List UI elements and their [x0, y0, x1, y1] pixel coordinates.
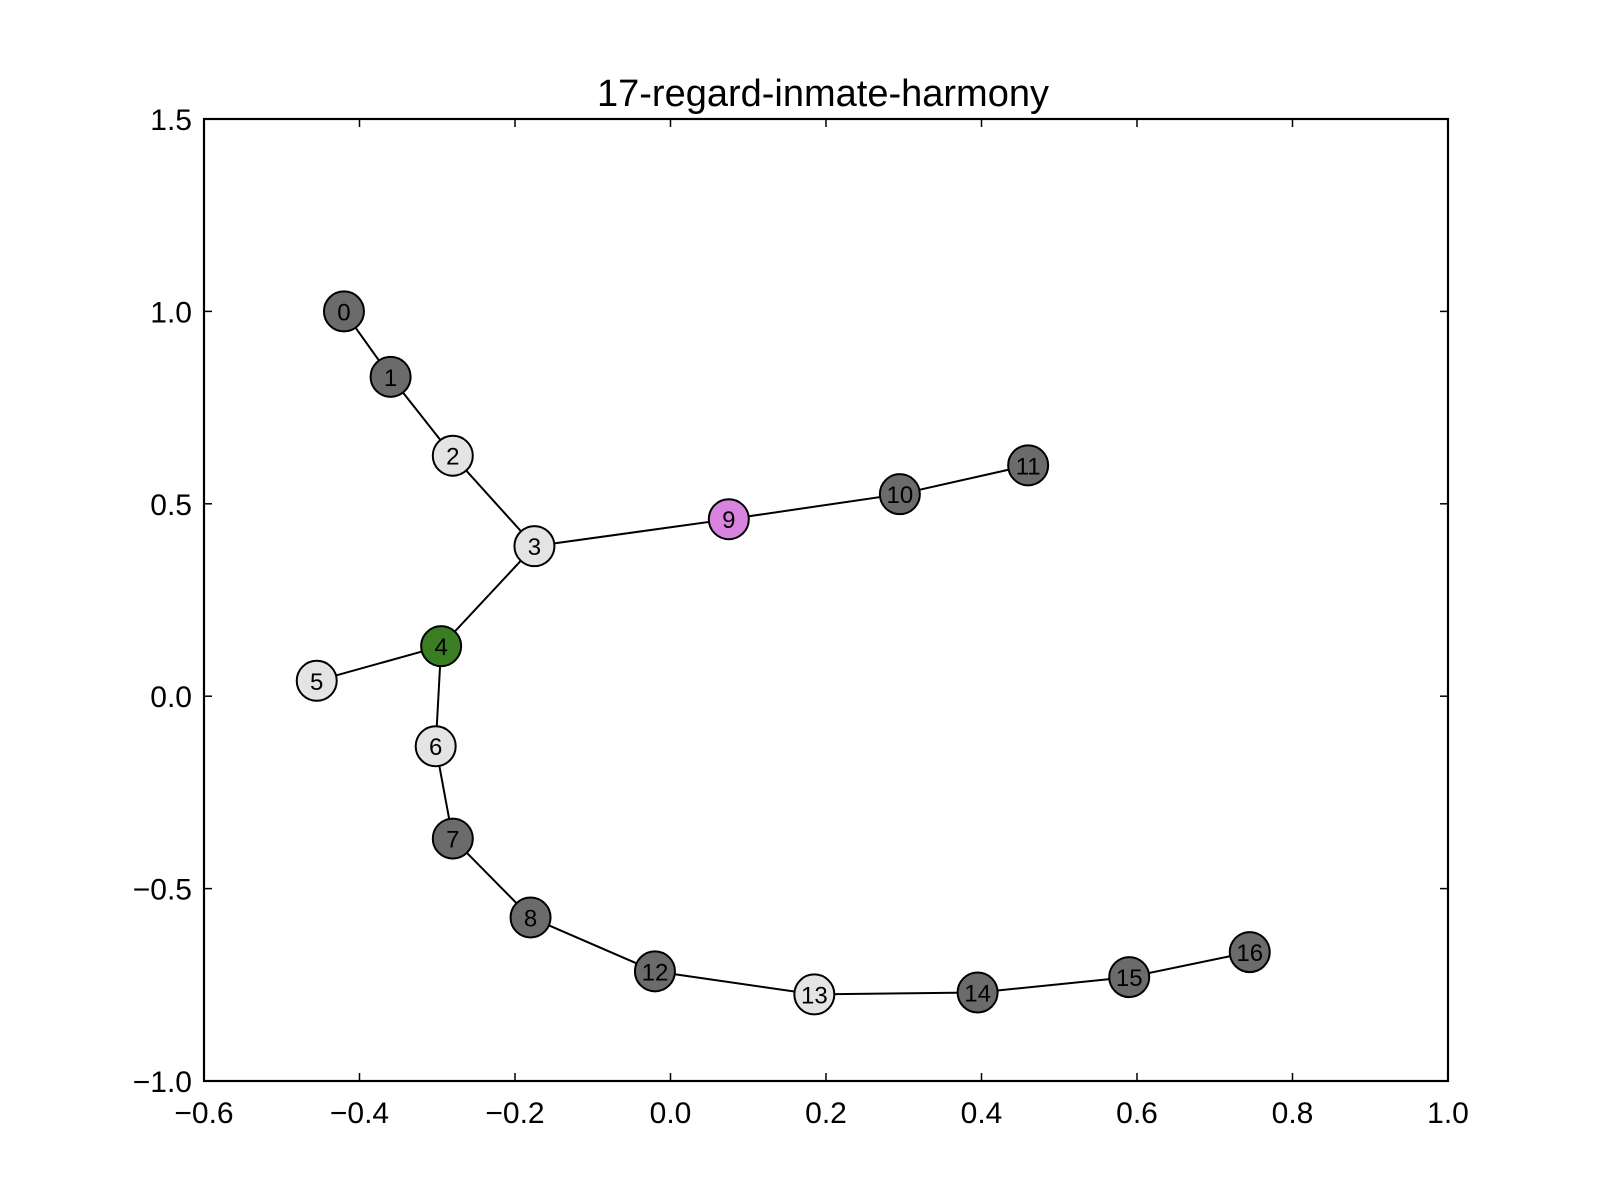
node-circle [431, 434, 474, 477]
node-6: 6 [414, 725, 457, 768]
node-label: 13 [801, 982, 828, 1009]
x-tick-label: 0.4 [961, 1097, 1003, 1130]
y-tick-label: 1.0 [150, 296, 192, 329]
node-circle [1228, 931, 1271, 974]
node-label: 5 [310, 669, 323, 696]
node-8: 8 [509, 896, 552, 939]
node-9: 9 [707, 498, 750, 541]
node-circle [420, 625, 463, 668]
node-circle [793, 973, 836, 1016]
node-circle [295, 659, 338, 702]
y-tick-label: 0.5 [150, 489, 192, 522]
y-tick-label: 1.5 [150, 104, 192, 137]
node-circle [633, 950, 676, 993]
node-circle [414, 725, 457, 768]
node-16: 16 [1228, 931, 1271, 974]
node-circle [1007, 444, 1050, 487]
chart-title: 17-regard-inmate-harmony [597, 73, 1049, 115]
x-tick-label: 0.8 [1272, 1097, 1314, 1130]
edge-9-10 [728, 493, 901, 521]
x-tick-label: −0.2 [485, 1097, 544, 1130]
node-label: 12 [642, 959, 669, 986]
node-label: 2 [446, 444, 459, 471]
node-label: 15 [1116, 965, 1143, 992]
node-label: 4 [434, 634, 447, 661]
node-label: 8 [524, 905, 537, 932]
node-7: 7 [431, 817, 474, 860]
x-tick-label: −0.4 [330, 1097, 389, 1130]
edge-3-9 [534, 518, 729, 548]
node-circle [707, 498, 750, 541]
edge-4-5 [316, 645, 442, 682]
node-11: 11 [1007, 444, 1050, 487]
y-tick-label: −0.5 [133, 874, 192, 907]
node-circle [509, 896, 552, 939]
plot-frame [202, 117, 1450, 1083]
node-label: 14 [964, 980, 991, 1007]
edge-10-11 [899, 464, 1029, 496]
node-label: 6 [429, 734, 442, 761]
node-circle [322, 290, 365, 333]
x-tick-label: 0.0 [650, 1097, 692, 1130]
x-tick-label: 0.6 [1116, 1097, 1158, 1130]
node-circle [956, 971, 999, 1014]
node-label: 10 [887, 482, 914, 509]
edge-13-14 [814, 991, 978, 996]
node-circle [513, 525, 556, 568]
node-label: 7 [446, 827, 459, 854]
x-tick-label: 0.2 [805, 1097, 847, 1130]
node-circle [369, 355, 412, 398]
node-circle [431, 817, 474, 860]
node-0: 0 [322, 290, 365, 333]
node-label: 1 [384, 365, 397, 392]
edge-14-15 [977, 976, 1130, 994]
node-4: 4 [420, 625, 463, 668]
ticks-layer: −0.6 −0.4 −0.2 0.0 0.2 0.4 0.6 0.8 1.0 −1.0 −0.5 0.… [133, 104, 1469, 1130]
node-label: 0 [337, 299, 350, 326]
node-label: 3 [528, 534, 541, 561]
edge-8-12 [530, 916, 656, 973]
node-13: 13 [793, 973, 836, 1016]
node-5: 5 [295, 659, 338, 702]
node-label: 16 [1236, 940, 1263, 967]
node-label: 11 [1016, 453, 1041, 480]
x-tick-label: −0.6 [174, 1097, 233, 1130]
node-14: 14 [956, 971, 999, 1014]
node-3: 3 [513, 525, 556, 568]
y-tick-label: −1.0 [133, 1066, 192, 1099]
node-circle [1108, 956, 1151, 999]
node-15: 15 [1108, 956, 1151, 999]
node-label: 9 [722, 507, 735, 534]
node-1: 1 [369, 355, 412, 398]
node-circle [878, 473, 921, 516]
x-tick-label: 1.0 [1427, 1097, 1469, 1130]
node-2: 2 [431, 434, 474, 477]
node-10: 10 [878, 473, 921, 516]
edge-3-4 [440, 545, 536, 647]
y-tick-label: 0.0 [150, 681, 192, 714]
node-12: 12 [633, 950, 676, 993]
edge-12-13 [654, 970, 815, 996]
